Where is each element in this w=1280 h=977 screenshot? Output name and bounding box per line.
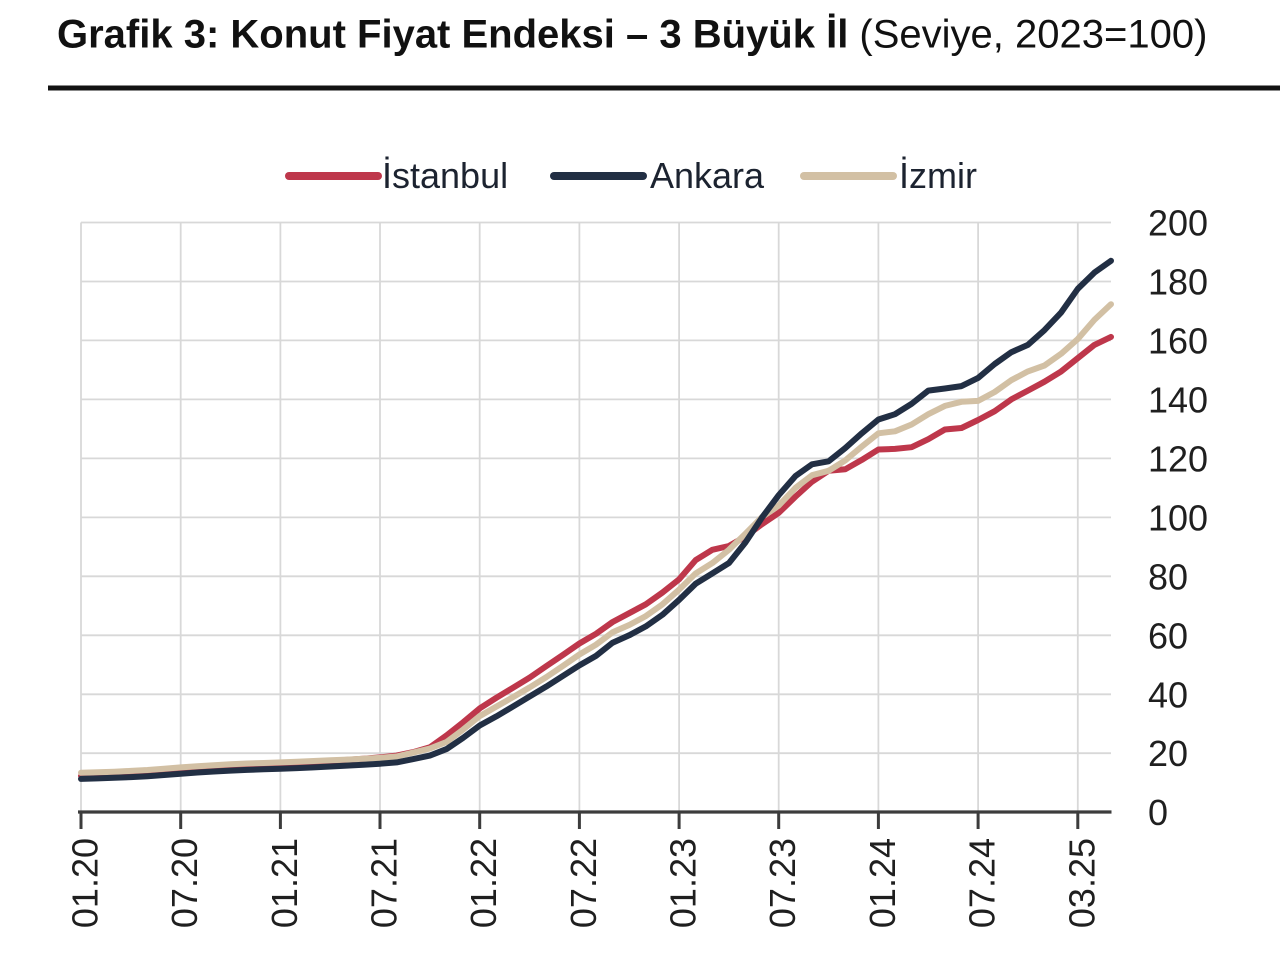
svg-text:İzmir: İzmir [899, 155, 977, 196]
svg-text:07.21: 07.21 [364, 838, 405, 928]
svg-text:0: 0 [1148, 792, 1168, 833]
svg-text:07.22: 07.22 [563, 838, 604, 928]
svg-text:180: 180 [1148, 262, 1208, 303]
svg-text:İstanbul: İstanbul [382, 155, 508, 196]
svg-text:Ankara: Ankara [650, 155, 765, 196]
svg-text:20: 20 [1148, 733, 1188, 774]
svg-text:40: 40 [1148, 674, 1188, 715]
svg-text:07.23: 07.23 [762, 838, 803, 928]
svg-text:Grafik 3: Konut Fiyat Endeksi: Grafik 3: Konut Fiyat Endeksi – 3 Büyük … [57, 13, 1207, 57]
svg-text:200: 200 [1148, 203, 1208, 244]
svg-text:100: 100 [1148, 497, 1208, 538]
svg-text:140: 140 [1148, 379, 1208, 420]
svg-text:01.23: 01.23 [663, 838, 704, 928]
svg-text:01.24: 01.24 [862, 838, 903, 928]
svg-text:60: 60 [1148, 615, 1188, 656]
svg-text:80: 80 [1148, 556, 1188, 597]
svg-text:120: 120 [1148, 438, 1208, 479]
svg-text:160: 160 [1148, 320, 1208, 361]
svg-text:01.21: 01.21 [264, 838, 305, 928]
svg-text:07.24: 07.24 [962, 838, 1003, 928]
svg-text:01.22: 01.22 [463, 838, 504, 928]
svg-text:03.25: 03.25 [1061, 838, 1102, 928]
svg-text:07.20: 07.20 [164, 838, 205, 928]
svg-text:01.20: 01.20 [65, 838, 106, 928]
